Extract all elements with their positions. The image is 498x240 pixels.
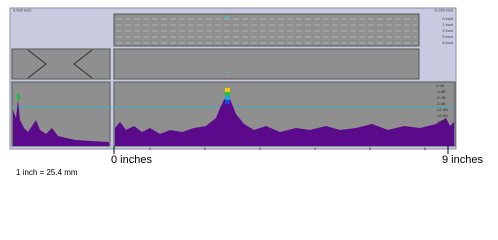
axis-label: 2 xyxy=(204,146,207,151)
middle-scan-panel xyxy=(113,48,420,80)
marker xyxy=(226,71,230,73)
scale-label: 2 inch xyxy=(442,28,453,33)
end-label: 9 inches xyxy=(442,154,483,166)
db-label: -3 dB xyxy=(436,89,446,94)
peak xyxy=(17,94,20,100)
marker xyxy=(224,15,230,18)
db-label: -6 dB xyxy=(436,95,446,100)
scale-label: 0 inch xyxy=(442,16,453,21)
axis-label: 6 xyxy=(424,146,427,151)
peak xyxy=(225,92,230,96)
db-label: -18 dB xyxy=(436,119,448,124)
conversion-note: 1 inch = 25.4 mm xyxy=(16,168,78,177)
axis-label: 5 xyxy=(369,146,372,151)
db-label: 0 dB xyxy=(436,83,445,88)
db-label: -9 dB xyxy=(436,101,446,106)
scale-label: 3 inch xyxy=(442,34,453,39)
peak xyxy=(225,88,230,92)
side-panel xyxy=(11,48,111,80)
axis-label: 4 xyxy=(314,146,317,151)
start-label: 0 inches xyxy=(111,154,152,166)
header-left: 0.000 inch xyxy=(13,8,31,13)
amplitude xyxy=(115,94,454,146)
header-right: 9.125 inch xyxy=(435,8,453,13)
side-amplitude xyxy=(13,100,109,146)
peak xyxy=(225,100,230,104)
scale-label: 1 inch xyxy=(442,22,453,27)
peak xyxy=(225,96,230,100)
db-label: -12 dB xyxy=(436,107,448,112)
scan-lines xyxy=(116,18,417,44)
page: 0.000 inch 9.125 inch 0 inch 1 inch 2 inch… xyxy=(9,7,484,178)
profile-lines xyxy=(27,49,93,79)
axis-label: 3 xyxy=(259,146,262,151)
axis-label: 1 xyxy=(149,146,152,151)
db-label: -15 dB xyxy=(436,113,448,118)
empty-panel xyxy=(12,14,110,46)
scale-label: 4 inch xyxy=(442,40,453,45)
